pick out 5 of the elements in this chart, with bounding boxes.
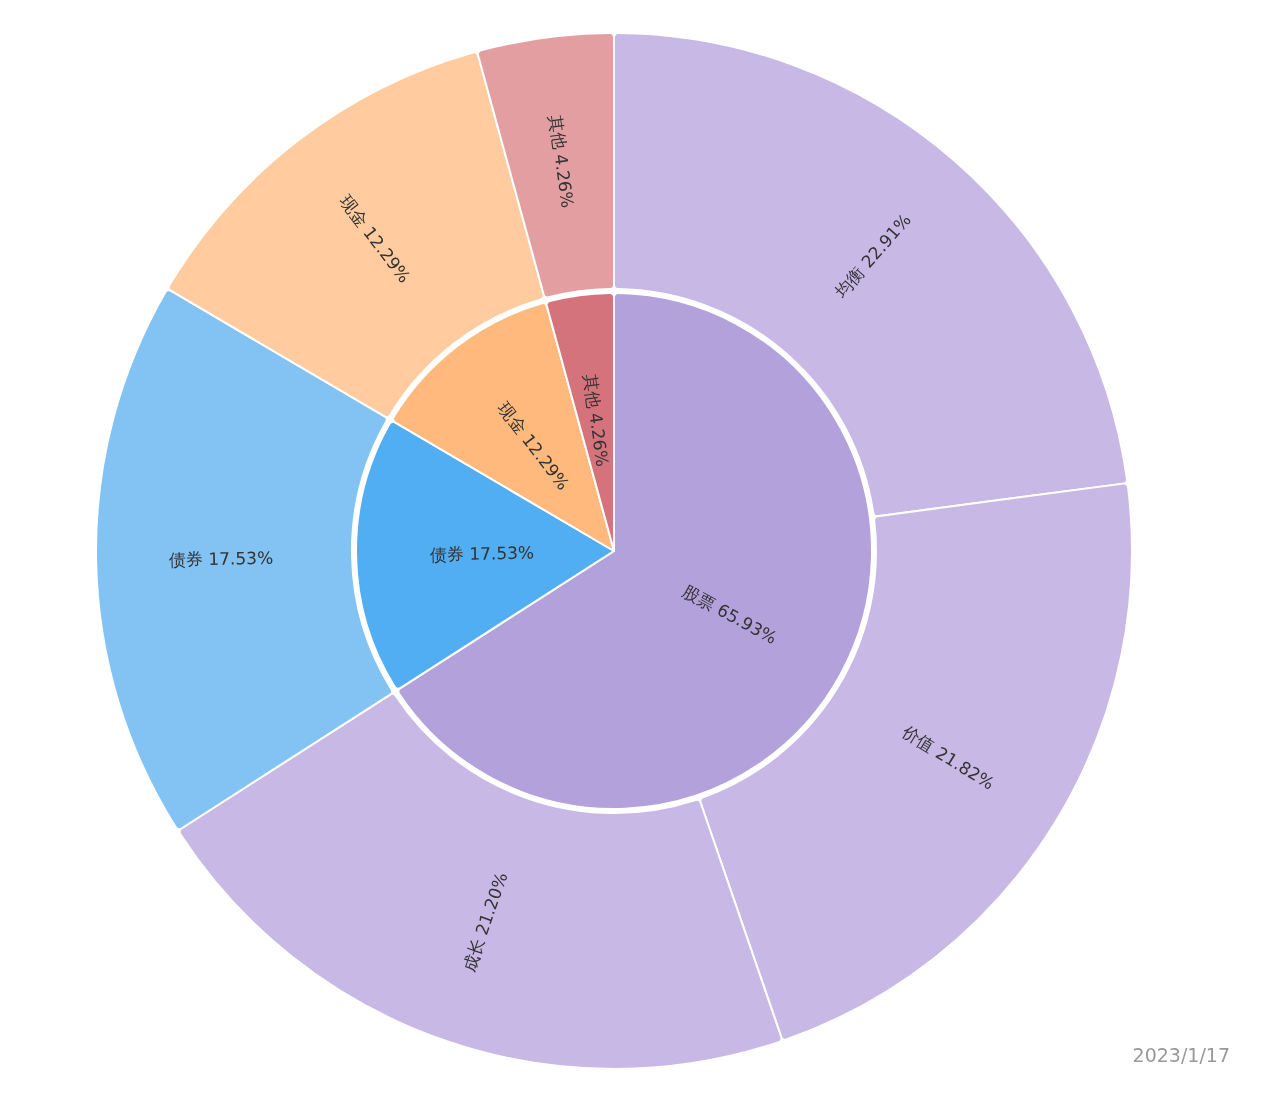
slice-label: 债券 17.53%	[168, 547, 274, 570]
slice-label: 其他 4.26%	[580, 372, 613, 468]
slice-label: 债券 17.53%	[429, 542, 535, 565]
text: 2023/1/17	[1132, 1043, 1230, 1066]
slice-label: 其他 4.26%	[545, 113, 578, 210]
